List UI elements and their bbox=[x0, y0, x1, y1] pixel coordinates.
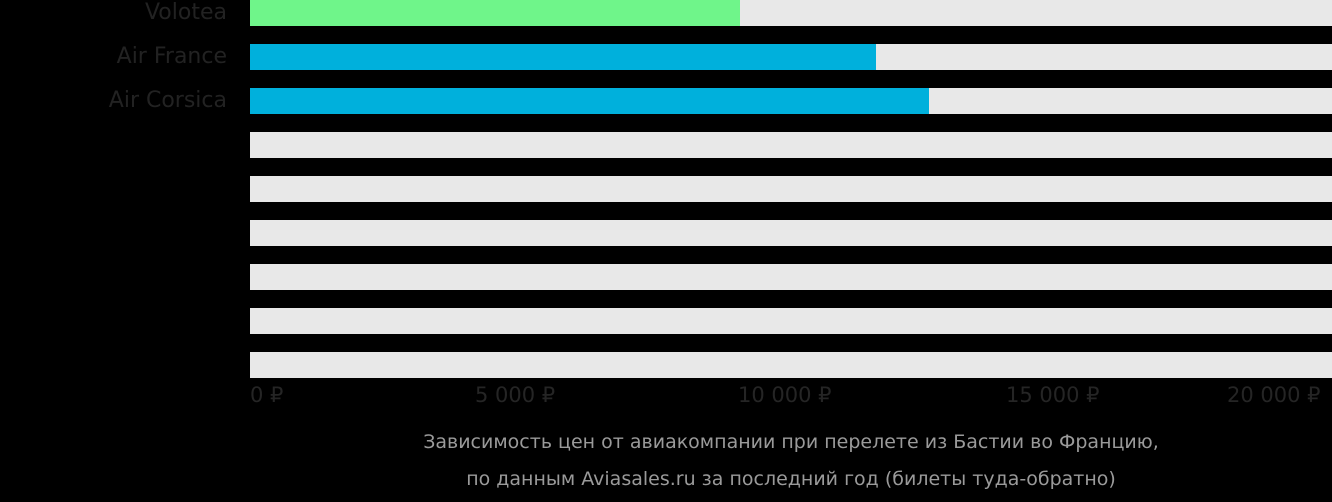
airline-label: Volotea bbox=[144, 0, 227, 25]
chart-row-volotea: Volotea bbox=[0, 0, 1332, 26]
bar-track bbox=[250, 88, 1332, 114]
bar-track bbox=[250, 352, 1332, 378]
chart-row-empty bbox=[0, 308, 1332, 334]
x-tick-label: 5 000 ₽ bbox=[475, 383, 556, 407]
bar-track bbox=[250, 132, 1332, 158]
chart-caption-line-1: Зависимость цен от авиакомпании при пере… bbox=[423, 431, 1159, 453]
bar-track bbox=[250, 0, 1332, 26]
bar-track bbox=[250, 308, 1332, 334]
price-bar bbox=[250, 44, 877, 70]
price-bar bbox=[250, 88, 930, 114]
chart-row-air-corsica: Air Corsica bbox=[0, 88, 1332, 114]
chart-caption-line-2: по данным Aviasales.ru за последний год … bbox=[466, 468, 1116, 490]
x-axis: 0 ₽ 5 000 ₽ 10 000 ₽ 15 000 ₽ 20 000 ₽ bbox=[0, 380, 1332, 410]
chart-row-air-france: Air France bbox=[0, 44, 1332, 70]
chart-row-empty bbox=[0, 132, 1332, 158]
airline-label: Air Corsica bbox=[108, 88, 227, 113]
price-bar bbox=[250, 0, 740, 26]
x-tick-label: 20 000 ₽ bbox=[1227, 383, 1321, 407]
bar-track bbox=[250, 264, 1332, 290]
bar-track bbox=[250, 44, 1332, 70]
airline-label: Air France bbox=[116, 44, 227, 69]
x-tick-label: 10 000 ₽ bbox=[738, 383, 832, 407]
chart-row-empty bbox=[0, 264, 1332, 290]
x-tick-label: 0 ₽ bbox=[250, 383, 284, 407]
bar-track bbox=[250, 220, 1332, 246]
bar-track bbox=[250, 176, 1332, 202]
chart-row-empty bbox=[0, 352, 1332, 378]
chart-row-empty bbox=[0, 220, 1332, 246]
chart-row-empty bbox=[0, 176, 1332, 202]
x-tick-label: 15 000 ₽ bbox=[1006, 383, 1100, 407]
